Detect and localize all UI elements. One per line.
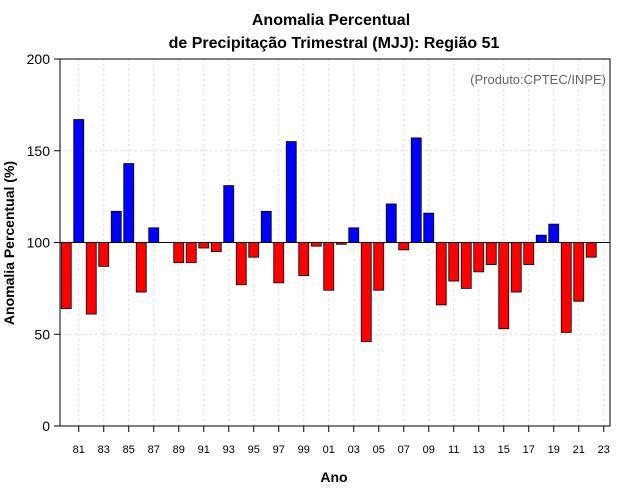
x-tick-label: 19 xyxy=(548,444,560,456)
bar-1986 xyxy=(135,242,147,293)
bar-1995 xyxy=(248,242,260,258)
x-tick-label: 03 xyxy=(348,444,360,456)
bar-2009 xyxy=(423,212,435,243)
x-tick-label: 85 xyxy=(123,444,135,456)
bar-1999 xyxy=(298,242,310,276)
bar-1981 xyxy=(73,119,85,243)
bar-2022 xyxy=(585,242,597,258)
x-tick-label: 07 xyxy=(398,444,410,456)
bar-2011 xyxy=(448,242,460,282)
x-axis: 81 83 85 87 89 91 93 95 97 99 01 03 05 07 09 11 13 15 17 19… xyxy=(73,426,610,456)
bar-1997 xyxy=(273,242,285,284)
y-axis: 0 50 100 150 200 xyxy=(27,51,60,434)
x-tick-label: 09 xyxy=(423,444,435,456)
chart-title: Anomalia Percentual xyxy=(252,12,410,29)
bar-1990 xyxy=(185,242,197,264)
x-tick-label: 01 xyxy=(323,444,335,456)
bar-2001 xyxy=(323,242,335,291)
y-tick-label: 50 xyxy=(34,326,50,342)
x-tick-label: 23 xyxy=(598,444,610,456)
source-annotation: (Produto:CPTEC/INPE) xyxy=(470,72,606,87)
x-tick-label: 87 xyxy=(148,444,160,456)
x-tick-label: 97 xyxy=(273,444,285,456)
bar-2010 xyxy=(435,242,447,306)
y-tick-label: 150 xyxy=(27,143,51,159)
bar-1998 xyxy=(285,141,297,243)
bar-1993 xyxy=(223,185,235,243)
bar-1985 xyxy=(123,163,135,243)
x-tick-label: 89 xyxy=(173,444,185,456)
x-tick-label: 91 xyxy=(198,444,210,456)
bar-1987 xyxy=(148,227,160,243)
y-axis-label: Anomalia Percentual (%) xyxy=(1,161,17,325)
bar-2000 xyxy=(310,242,322,247)
x-tick-label: 21 xyxy=(573,444,585,456)
bar-1991 xyxy=(198,242,210,249)
x-tick-label: 93 xyxy=(223,444,235,456)
bar-2013 xyxy=(473,242,485,273)
bar-2005 xyxy=(373,242,385,291)
bar-2020 xyxy=(560,242,572,333)
bar-2004 xyxy=(360,242,372,342)
bar-2008 xyxy=(410,137,422,243)
x-tick-label: 81 xyxy=(73,444,85,456)
x-tick-label: 95 xyxy=(248,444,260,456)
bar-2018 xyxy=(535,234,547,243)
bar-1983 xyxy=(98,242,110,267)
x-tick-label: 83 xyxy=(98,444,110,456)
bar-1984 xyxy=(110,210,122,243)
y-tick-label: 0 xyxy=(42,418,50,434)
bar-2017 xyxy=(523,242,535,265)
bar-1989 xyxy=(173,242,185,264)
bar-1992 xyxy=(210,242,222,253)
x-tick-label: 11 xyxy=(448,444,459,456)
y-tick-label: 200 xyxy=(27,51,51,67)
bar-2012 xyxy=(460,242,472,289)
x-tick-label: 13 xyxy=(473,444,485,456)
bar-1980 xyxy=(60,242,72,309)
chart-subtitle: de Precipitação Trimestral (MJJ): Região… xyxy=(169,35,500,52)
x-tick-label: 17 xyxy=(523,444,535,456)
bar-2014 xyxy=(485,242,497,265)
bar-1994 xyxy=(235,242,247,286)
y-tick-label: 100 xyxy=(27,235,51,251)
bar-2021 xyxy=(573,242,585,302)
bar-1996 xyxy=(260,210,272,243)
grid xyxy=(60,59,610,426)
x-tick-label: 05 xyxy=(373,444,385,456)
x-tick-label: 99 xyxy=(298,444,310,456)
bar-2006 xyxy=(385,203,397,243)
bar-2019 xyxy=(548,223,560,243)
bar-2016 xyxy=(510,242,522,293)
bar-2015 xyxy=(498,242,510,330)
x-tick-label: 15 xyxy=(498,444,510,456)
x-axis-label: Ano xyxy=(320,469,347,485)
bar-2007 xyxy=(398,242,410,251)
bar-2003 xyxy=(348,227,360,243)
bar-1982 xyxy=(85,242,97,315)
